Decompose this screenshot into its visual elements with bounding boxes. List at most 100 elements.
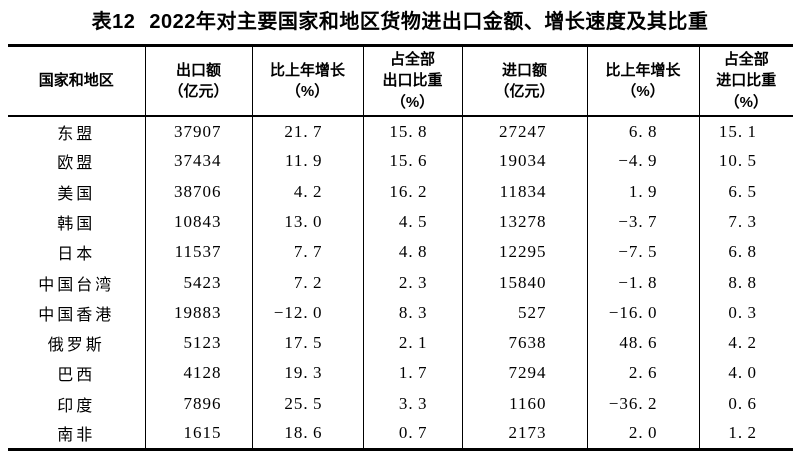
table-row: 韩国 10843 13. 0 4. 5 13278 −3. 7 7. 3 xyxy=(8,206,793,238)
cell-region: 巴西 xyxy=(8,358,146,389)
cell-export-share: 3. 3 xyxy=(363,388,463,419)
cell-export-growth: 7. 2 xyxy=(252,267,364,298)
cell-import-growth: 2. 0 xyxy=(587,418,700,450)
cell-export-growth: 21. 7 xyxy=(252,115,364,147)
table-row: 日本 11537 7. 7 4. 8 12295 −7. 5 6. 8 xyxy=(8,237,793,268)
cell-import-share: 6. 8 xyxy=(728,242,757,262)
cell-export-value: 37907 xyxy=(145,115,253,147)
cell-export-share: 1. 7 xyxy=(363,358,463,389)
cell-import-value: 27247 xyxy=(462,115,588,147)
cell-region: 美国 xyxy=(8,176,146,207)
table-row: 巴西 4128 19. 3 1. 7 7294 2. 6 4. 0 xyxy=(8,358,793,389)
cell-region: 中国香港 xyxy=(8,297,146,328)
table-row: 美国 38706 4. 2 16. 2 11834 1. 9 6. 5 xyxy=(8,176,793,207)
cell-import-growth: −7. 5 xyxy=(587,237,700,268)
column-header-export-value: 出口额 （亿元） xyxy=(145,45,253,117)
cell-export-value: 7896 xyxy=(145,388,253,419)
cell-export-growth: 4. 2 xyxy=(252,176,364,207)
table-row: 俄罗斯 5123 17. 5 2. 1 7638 48. 6 4. 2 xyxy=(8,327,793,359)
column-header-import-value: 进口额 （亿元） xyxy=(462,45,588,117)
cell-import-growth: −1. 8 xyxy=(587,267,700,298)
cell-export-share: 15. 8 xyxy=(363,115,463,147)
column-header-region: 国家和地区 xyxy=(8,45,146,117)
cell-export-share: 8. 3 xyxy=(363,297,463,328)
cell-import-value: 7638 xyxy=(462,327,588,359)
cell-export-growth: 7. 7 xyxy=(252,237,364,268)
cell-export-growth: −12. 0 xyxy=(252,297,364,328)
cell-import-value: 11834 xyxy=(462,176,588,207)
table-row: 中国台湾 5423 7. 2 2. 3 15840 −1. 8 8. 8 xyxy=(8,267,793,298)
cell-import-share: 15. 1 xyxy=(718,121,757,141)
cell-export-value: 5423 xyxy=(145,267,253,298)
cell-export-value: 5123 xyxy=(145,327,253,359)
cell-import-share: 0. 6 xyxy=(728,393,757,413)
cell-export-value: 10843 xyxy=(145,206,253,238)
column-header-export-share: 占全部 出口比重 （%） xyxy=(363,45,463,117)
table-row: 南非 1615 18. 6 0. 7 2173 2. 0 1. 2 xyxy=(8,418,793,450)
table-number: 表12 xyxy=(91,11,136,33)
cell-import-growth: −16. 0 xyxy=(587,297,700,328)
cell-import-value: 15840 xyxy=(462,267,588,298)
column-header-export-growth: 比上年增长 （%） xyxy=(252,45,364,117)
cell-export-share: 2. 1 xyxy=(363,327,463,359)
cell-export-growth: 13. 0 xyxy=(252,206,364,238)
cell-export-share: 4. 5 xyxy=(363,206,463,238)
cell-import-value: 19034 xyxy=(462,146,588,177)
cell-region: 印度 xyxy=(8,388,146,419)
cell-import-value: 7294 xyxy=(462,358,588,389)
cell-export-value: 4128 xyxy=(145,358,253,389)
cell-export-growth: 17. 5 xyxy=(252,327,364,359)
cell-region: 俄罗斯 xyxy=(8,327,146,359)
cell-region: 中国台湾 xyxy=(8,267,146,298)
cell-export-growth: 18. 6 xyxy=(252,418,364,450)
cell-export-share: 15. 6 xyxy=(363,146,463,177)
table-row: 印度 7896 25. 5 3. 3 1160 −36. 2 0. 6 xyxy=(8,388,793,419)
cell-export-share: 16. 2 xyxy=(363,176,463,207)
cell-import-growth: −4. 9 xyxy=(587,146,700,177)
cell-export-growth: 11. 9 xyxy=(252,146,364,177)
cell-region: 日本 xyxy=(8,237,146,268)
cell-import-growth: 6. 8 xyxy=(587,115,700,147)
cell-import-value: 12295 xyxy=(462,237,588,268)
column-header-import-share: 占全部 进口比重 （%） xyxy=(699,45,793,117)
table-row: 东盟 37907 21. 7 15. 8 27247 6. 8 15. 1 xyxy=(8,115,793,147)
cell-import-share: 4. 0 xyxy=(728,363,757,383)
trade-statistics-table: 国家和地区 出口额 （亿元） 比上年增长 （%） 占全部 出口比重 （%） 进口额 （亿… xyxy=(8,44,793,451)
cell-import-growth: 2. 6 xyxy=(587,358,700,389)
cell-import-value: 13278 xyxy=(462,206,588,238)
cell-export-growth: 19. 3 xyxy=(252,358,364,389)
cell-export-growth: 25. 5 xyxy=(252,388,364,419)
table-header: 国家和地区 出口额 （亿元） 比上年增长 （%） 占全部 出口比重 （%） 进口额 （亿… xyxy=(8,45,793,117)
cell-region: 南非 xyxy=(8,418,146,450)
cell-export-value: 38706 xyxy=(145,176,253,207)
cell-export-value: 1615 xyxy=(145,418,253,450)
table-body: 东盟 37907 21. 7 15. 8 27247 6. 8 15. 1 欧盟 37434 11… xyxy=(8,115,793,450)
cell-region: 欧盟 xyxy=(8,146,146,177)
cell-import-share: 4. 2 xyxy=(728,333,757,353)
cell-import-share: 10. 5 xyxy=(718,151,757,171)
cell-import-value: 1160 xyxy=(462,388,588,419)
cell-import-growth: −36. 2 xyxy=(587,388,700,419)
table-title: 表12 2022年对主要国家和地区货物进出口金额、增长速度及其比重 xyxy=(0,0,800,36)
cell-import-share: 8. 8 xyxy=(728,272,757,292)
cell-import-share: 7. 3 xyxy=(728,211,757,231)
cell-import-growth: 1. 9 xyxy=(587,176,700,207)
cell-import-share: 0. 3 xyxy=(728,302,757,322)
column-header-import-growth: 比上年增长 （%） xyxy=(587,45,700,117)
cell-import-share: 6. 5 xyxy=(728,181,757,201)
cell-import-growth: −3. 7 xyxy=(587,206,700,238)
cell-export-share: 2. 3 xyxy=(363,267,463,298)
table-row: 欧盟 37434 11. 9 15. 6 19034 −4. 9 10. 5 xyxy=(8,146,793,177)
cell-import-share: 1. 2 xyxy=(728,423,757,443)
cell-export-share: 0. 7 xyxy=(363,418,463,450)
table-title-text: 2022年对主要国家和地区货物进出口金额、增长速度及其比重 xyxy=(149,11,709,33)
cell-import-value: 527 xyxy=(462,297,588,328)
cell-region: 东盟 xyxy=(8,115,146,147)
cell-export-value: 19883 xyxy=(145,297,253,328)
cell-export-value: 37434 xyxy=(145,146,253,177)
cell-import-growth: 48. 6 xyxy=(587,327,700,359)
table-header-row: 国家和地区 出口额 （亿元） 比上年增长 （%） 占全部 出口比重 （%） 进口额 （亿… xyxy=(8,45,793,117)
cell-export-share: 4. 8 xyxy=(363,237,463,268)
cell-export-value: 11537 xyxy=(145,237,253,268)
